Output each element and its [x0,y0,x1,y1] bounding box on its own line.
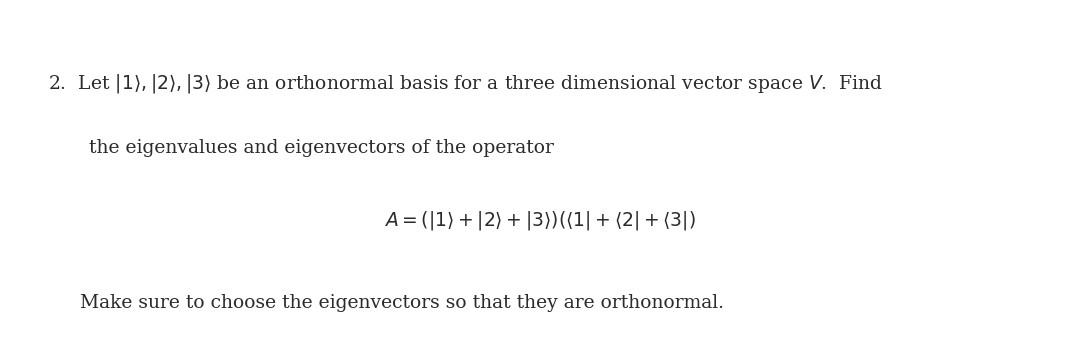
Text: $A = (|1\rangle + |2\rangle + |3\rangle)(\langle 1| + \langle 2| + \langle 3|)$: $A = (|1\rangle + |2\rangle + |3\rangle)… [384,209,696,232]
Text: Make sure to choose the eigenvectors so that they are orthonormal.: Make sure to choose the eigenvectors so … [80,294,724,312]
Text: the eigenvalues and eigenvectors of the operator: the eigenvalues and eigenvectors of the … [89,139,553,157]
Text: 2.  Let $|1\rangle, |2\rangle, |3\rangle$ be an orthonormal basis for a three di: 2. Let $|1\rangle, |2\rangle, |3\rangle$… [48,72,882,95]
